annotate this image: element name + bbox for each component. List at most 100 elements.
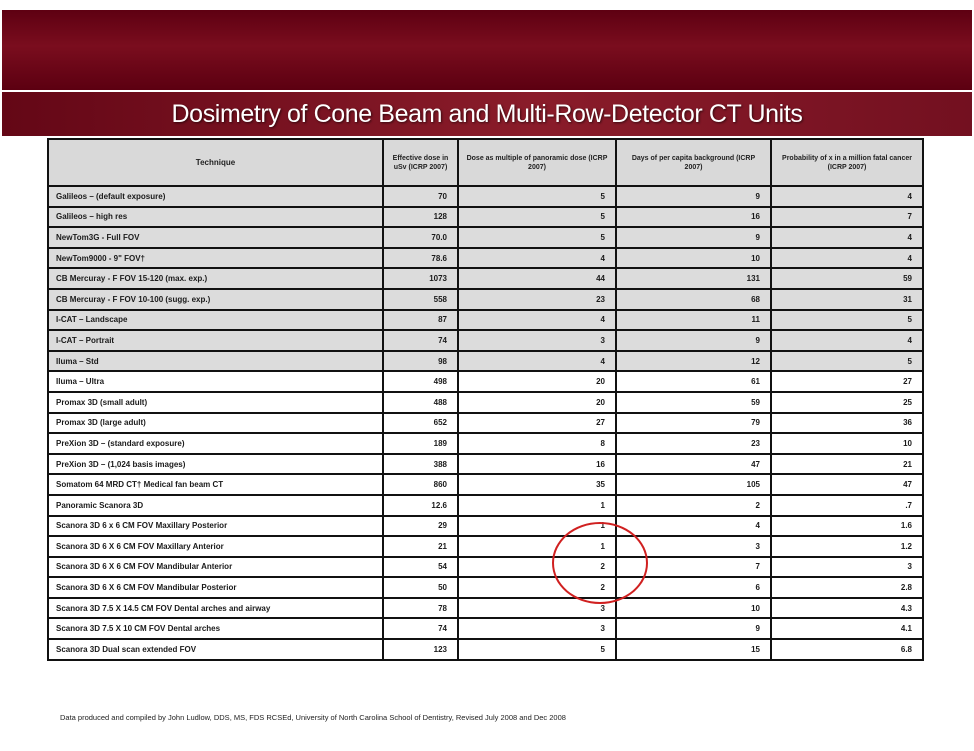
table-row: CB Mercuray - F FOV 10-100 (sugg. exp.) 5…: [47, 287, 924, 311]
cell-panoramic-multiple: 8: [457, 432, 617, 455]
cell-panoramic-multiple: 3: [457, 329, 617, 352]
cell-background-days: 4: [615, 514, 772, 538]
table-row: Galileos – (default exposure) 70 5 9 4: [47, 185, 924, 208]
cell-background-days: 9: [615, 617, 772, 641]
cell-cancer-probability: 36: [770, 411, 924, 435]
table-row: Scanora 3D 6 x 6 CM FOV Maxillary Poster…: [47, 514, 924, 538]
cell-technique: PreXion 3D – (standard exposure): [47, 432, 384, 455]
cell-panoramic-multiple: 27: [457, 411, 617, 435]
cell-cancer-probability: 4.3: [770, 596, 924, 620]
cell-effective-dose: 12.6: [382, 493, 459, 517]
cell-technique: Scanora 3D 7.5 X 10 CM FOV Dental arches: [47, 617, 384, 641]
cell-technique: Galileos – (default exposure): [47, 185, 384, 208]
cell-panoramic-multiple: 20: [457, 390, 617, 414]
table-row: Scanora 3D 6 X 6 CM FOV Maxillary Anteri…: [47, 535, 924, 558]
cell-effective-dose: 498: [382, 370, 459, 393]
cell-effective-dose: 29: [382, 514, 459, 538]
cell-cancer-probability: 4: [770, 246, 924, 270]
cell-panoramic-multiple: 4: [457, 246, 617, 270]
cell-cancer-probability: 27: [770, 370, 924, 393]
cell-technique: I-CAT – Landscape: [47, 308, 384, 332]
table-row: PreXion 3D – (1,024 basis images) 388 16 47…: [47, 452, 924, 476]
cell-effective-dose: 78.6: [382, 246, 459, 270]
cell-cancer-probability: 5: [770, 308, 924, 332]
cell-cancer-probability: 25: [770, 390, 924, 414]
cell-panoramic-multiple: 44: [457, 267, 617, 290]
cell-effective-dose: 50: [382, 576, 459, 599]
table-row: Iluma – Std 98 4 12 5: [47, 349, 924, 373]
cell-cancer-probability: 59: [770, 267, 924, 290]
header-technique: Technique: [47, 138, 384, 187]
cell-technique: NewTom9000 - 9" FOV†: [47, 246, 384, 270]
header-background-days: Days of per capita background (ICRP 2007…: [615, 138, 772, 187]
cell-panoramic-multiple: 3: [457, 617, 617, 641]
cell-cancer-probability: 7: [770, 205, 924, 229]
cell-background-days: 9: [615, 226, 772, 249]
cell-effective-dose: 21: [382, 535, 459, 558]
table-row: Promax 3D (large adult) 652 27 79 36: [47, 411, 924, 435]
cell-cancer-probability: 2.8: [770, 576, 924, 599]
dosimetry-table: Technique Effective dose in uSv (ICRP 20…: [47, 138, 924, 661]
table-row: Somatom 64 MRD CT† Medical fan beam CT 86…: [47, 473, 924, 496]
cell-cancer-probability: 4: [770, 226, 924, 249]
table-row: I-CAT – Portrait 74 3 9 4: [47, 329, 924, 352]
cell-technique: Promax 3D (small adult): [47, 390, 384, 414]
cell-effective-dose: 70.0: [382, 226, 459, 249]
top-banner: [2, 10, 972, 90]
cell-cancer-probability: 4: [770, 329, 924, 352]
cell-technique: Scanora 3D Dual scan extended FOV: [47, 638, 384, 661]
cell-background-days: 15: [615, 638, 772, 661]
cell-effective-dose: 74: [382, 329, 459, 352]
table-row: NewTom3G - Full FOV 70.0 5 9 4: [47, 226, 924, 249]
cell-panoramic-multiple: 16: [457, 452, 617, 476]
cell-background-days: 10: [615, 246, 772, 270]
cell-effective-dose: 98: [382, 349, 459, 373]
source-footnote: Data produced and compiled by John Ludlo…: [60, 713, 566, 722]
highlight-circle: [552, 522, 648, 604]
table-header-row: Technique Effective dose in uSv (ICRP 20…: [47, 138, 924, 187]
cell-cancer-probability: 4.1: [770, 617, 924, 641]
cell-panoramic-multiple: 23: [457, 287, 617, 311]
cell-background-days: 2: [615, 493, 772, 517]
cell-cancer-probability: 6.8: [770, 638, 924, 661]
cell-technique: NewTom3G - Full FOV: [47, 226, 384, 249]
cell-technique: Promax 3D (large adult): [47, 411, 384, 435]
table-row: Iluma – Ultra 498 20 61 27: [47, 370, 924, 393]
table-row: CB Mercuray - F FOV 15-120 (max. exp.) 10…: [47, 267, 924, 290]
cell-technique: CB Mercuray - F FOV 10-100 (sugg. exp.): [47, 287, 384, 311]
cell-background-days: 23: [615, 432, 772, 455]
table-row: Scanora 3D 7.5 X 10 CM FOV Dental arches…: [47, 617, 924, 641]
cell-effective-dose: 54: [382, 555, 459, 579]
table-row: Panoramic Scanora 3D 12.6 1 2.7: [47, 493, 924, 517]
cell-background-days: 61: [615, 370, 772, 393]
table-body: Galileos – (default exposure) 70 5 9 4 Galile…: [47, 185, 924, 661]
cell-technique: Iluma – Ultra: [47, 370, 384, 393]
cell-effective-dose: 1073: [382, 267, 459, 290]
cell-background-days: 9: [615, 329, 772, 352]
cell-panoramic-multiple: 5: [457, 638, 617, 661]
cell-technique: Scanora 3D 6 X 6 CM FOV Mandibular Poste…: [47, 576, 384, 599]
cell-cancer-probability: 21: [770, 452, 924, 476]
table-row: I-CAT – Landscape 87 4 11 5: [47, 308, 924, 332]
cell-background-days: 11: [615, 308, 772, 332]
cell-panoramic-multiple: 5: [457, 205, 617, 229]
cell-panoramic-multiple: 4: [457, 349, 617, 373]
cell-technique: Iluma – Std: [47, 349, 384, 373]
header-effective-dose: Effective dose in uSv (ICRP 2007): [382, 138, 459, 187]
cell-effective-dose: 558: [382, 287, 459, 311]
title-banner: Dosimetry of Cone Beam and Multi-Row-Det…: [2, 92, 972, 136]
cell-background-days: 59: [615, 390, 772, 414]
cell-effective-dose: 488: [382, 390, 459, 414]
cell-technique: Scanora 3D 7.5 X 14.5 CM FOV Dental arch…: [47, 596, 384, 620]
table-row: PreXion 3D – (standard exposure) 189 8 23 10: [47, 432, 924, 455]
cell-background-days: 9: [615, 185, 772, 208]
table-row: Scanora 3D Dual scan extended FOV 123 5 15 6…: [47, 638, 924, 661]
cell-panoramic-multiple: 35: [457, 473, 617, 496]
cell-panoramic-multiple: 5: [457, 226, 617, 249]
cell-technique: CB Mercuray - F FOV 15-120 (max. exp.): [47, 267, 384, 290]
cell-effective-dose: 128: [382, 205, 459, 229]
cell-technique: Panoramic Scanora 3D: [47, 493, 384, 517]
cell-cancer-probability: 1.2: [770, 535, 924, 558]
cell-panoramic-multiple: 5: [457, 185, 617, 208]
